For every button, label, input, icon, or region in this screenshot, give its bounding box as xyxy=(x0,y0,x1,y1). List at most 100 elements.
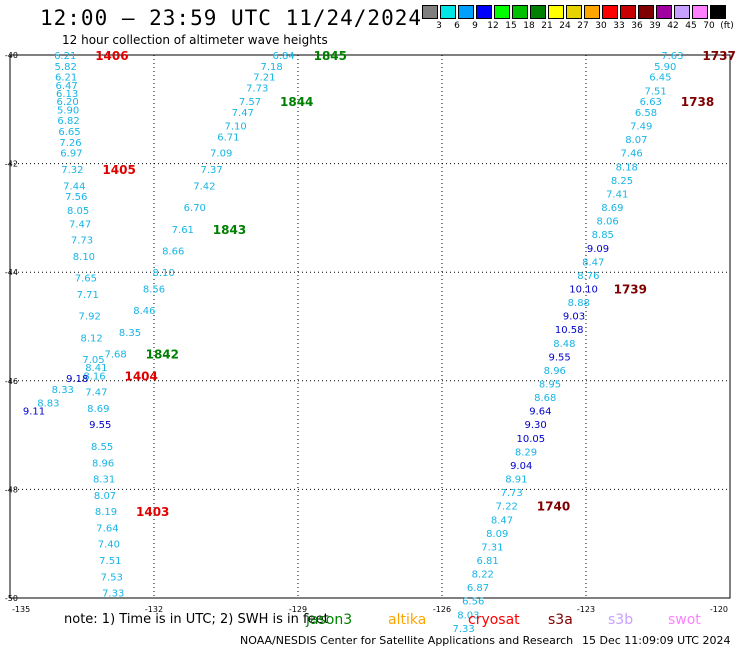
wave-height-value: 7.56 xyxy=(65,192,87,203)
wave-height-value: 8.96 xyxy=(544,366,566,377)
colorbar-swatch xyxy=(476,5,492,19)
wave-height-value: 8.76 xyxy=(577,271,599,282)
colorbar-label: 45 xyxy=(685,21,697,31)
wave-height-value: 8.09 xyxy=(486,529,508,540)
pass-label: 1739 xyxy=(614,282,647,296)
colorbar-swatch xyxy=(458,5,474,19)
colorbar-label: 3 xyxy=(436,21,442,31)
wave-height-value: 8.47 xyxy=(491,515,513,526)
wave-height-value: 6.65 xyxy=(58,127,80,138)
lat-tick-label: -44 xyxy=(5,268,18,277)
colorbar-label: 9 xyxy=(472,21,478,31)
wave-height-value: 9.55 xyxy=(548,352,570,363)
wave-height-value: 6.56 xyxy=(462,597,484,608)
wave-height-value: 9.03 xyxy=(563,312,585,323)
wave-height-value: 6.84 xyxy=(272,51,294,62)
lat-tick-label: -46 xyxy=(5,377,18,386)
page-subtitle: 12 hour collection of altimeter wave hei… xyxy=(62,33,328,47)
wave-height-value: 7.51 xyxy=(644,86,666,97)
page-title: 12:00 — 23:59 UTC 11/24/2024 xyxy=(40,6,423,30)
wave-height-value: 8.91 xyxy=(505,475,527,486)
wave-height-value: 6.13 xyxy=(56,89,78,100)
wave-height-value: 7.47 xyxy=(69,219,91,230)
wave-height-value: 8.07 xyxy=(94,491,116,502)
wave-height-value: 9.04 xyxy=(510,461,532,472)
wave-height-value: 8.69 xyxy=(87,404,109,415)
wave-height-value: 7.42 xyxy=(193,181,215,192)
wave-height-value: 8.96 xyxy=(92,458,114,469)
pass-label: 1737 xyxy=(702,49,735,63)
wave-height-value: 6.58 xyxy=(635,108,657,119)
wave-height-value: 8.25 xyxy=(611,176,633,187)
colorbar-swatch xyxy=(638,5,654,19)
colorbar-label: 12 xyxy=(487,21,499,31)
colorbar-swatch xyxy=(440,5,456,19)
wave-height-value: 8.83 xyxy=(37,399,59,410)
wave-height-value: 7.22 xyxy=(496,502,518,513)
colorbar-swatch xyxy=(548,5,564,19)
wave-height-value: 8.12 xyxy=(80,333,102,344)
wave-height-value: 7.18 xyxy=(260,62,282,73)
colorbar-swatch xyxy=(512,5,528,19)
wave-height-value: 8.07 xyxy=(625,135,647,146)
wave-height-value: 7.32 xyxy=(61,165,83,176)
wave-height-value: 8.56 xyxy=(143,284,165,295)
lon-tick-label: -129 xyxy=(289,605,307,614)
generated-timestamp: 15 Dec 11:09:09 UTC 2024 xyxy=(582,634,731,647)
wave-height-value: 8.33 xyxy=(52,385,74,396)
wave-height-value: 8.55 xyxy=(91,442,113,453)
mission-s3a: s3a xyxy=(548,612,573,628)
colorbar-label: 27 xyxy=(577,21,589,31)
wave-height-value: 7.68 xyxy=(104,350,126,361)
wave-height-value: 8.31 xyxy=(93,475,115,486)
colorbar-swatch xyxy=(674,5,690,19)
wave-height-value: 6.21 xyxy=(54,51,76,62)
colorbar-label: (ft) xyxy=(720,21,734,31)
credit-text: NOAA/NESDIS Center for Satellite Applica… xyxy=(240,634,574,647)
wave-height-value: 6.81 xyxy=(476,556,498,567)
wave-height-value: 7.05 xyxy=(82,355,104,366)
wave-height-value: 8.29 xyxy=(515,447,537,458)
pass-label: 1406 xyxy=(95,49,128,63)
colorbar-label: 21 xyxy=(541,21,553,31)
pass-label: 1403 xyxy=(136,505,169,519)
wave-height-value: 8.68 xyxy=(534,393,556,404)
wave-height-value: 5.90 xyxy=(654,62,676,73)
colorbar-label: 18 xyxy=(523,21,535,31)
wave-height-value: 7.57 xyxy=(239,97,261,108)
wave-height-value: 7.46 xyxy=(620,149,642,160)
wave-height-value: 5.82 xyxy=(55,62,77,73)
map-frame xyxy=(9,54,731,599)
pass-label: 1843 xyxy=(213,223,246,237)
colorbar-label: 6 xyxy=(454,21,460,31)
colorbar-label: 42 xyxy=(667,21,679,31)
wave-height-value: 8.46 xyxy=(133,306,155,317)
wave-height-value: 6.97 xyxy=(60,149,82,160)
wave-height-value: 7.92 xyxy=(79,312,101,323)
colorbar-swatch xyxy=(656,5,672,19)
wave-height-value: 7.37 xyxy=(200,165,222,176)
wave-height-value: 6.20 xyxy=(56,97,78,108)
wave-height-value: 9.55 xyxy=(89,420,111,431)
colorbar-swatch xyxy=(584,5,600,19)
colorbar-swatch xyxy=(530,5,546,19)
wave-height-value: 8.95 xyxy=(539,380,561,391)
wave-height-value: 7.44 xyxy=(63,181,85,192)
wave-height-value: 6.47 xyxy=(56,81,78,92)
pass-label: 1738 xyxy=(681,95,714,109)
wave-height-value: 7.65 xyxy=(75,274,97,285)
pass-label: 1844 xyxy=(280,95,313,109)
colorbar-swatch xyxy=(422,5,438,19)
wave-height-value: 8.16 xyxy=(83,371,105,382)
pass-label: 1404 xyxy=(124,369,157,383)
colorbar-label: 24 xyxy=(559,21,571,31)
pass-label: 1845 xyxy=(314,49,347,63)
mission-s3b: s3b xyxy=(608,612,634,628)
wave-height-value: 10.05 xyxy=(516,434,545,445)
colorbar-swatch xyxy=(692,5,708,19)
wave-height-value: 6.71 xyxy=(217,132,239,143)
lon-tick-label: -135 xyxy=(12,605,30,614)
wave-height-value: 8.10 xyxy=(152,268,174,279)
mission-jason3: jason3 xyxy=(306,612,353,628)
